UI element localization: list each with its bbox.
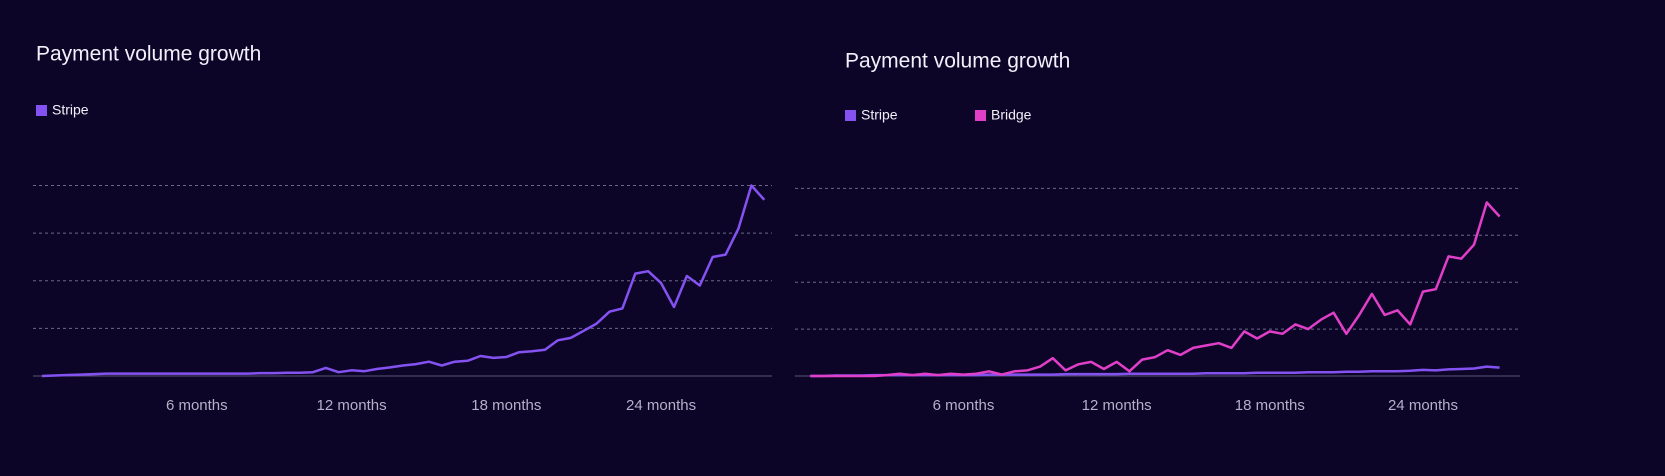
legend-swatch	[975, 110, 986, 121]
x-tick-label: 18 months	[471, 397, 541, 414]
x-tick-label: 24 months	[1388, 397, 1458, 414]
chart-title: Payment volume growth	[36, 43, 261, 66]
legend-label: Stripe	[52, 102, 89, 118]
series-line	[41, 184, 766, 378]
x-tick-label: 6 months	[933, 397, 995, 414]
series-line	[810, 365, 1500, 378]
chart-title: Payment volume growth	[845, 50, 1070, 73]
x-tick-label: 6 months	[166, 397, 228, 414]
x-tick-label: 24 months	[626, 397, 696, 414]
legend-swatch	[36, 105, 47, 116]
x-tick-label: 12 months	[317, 397, 387, 414]
x-tick-label: 18 months	[1235, 397, 1305, 414]
legend-label: Bridge	[991, 107, 1032, 123]
x-tick-label: 12 months	[1082, 397, 1152, 414]
series-line	[810, 201, 1501, 378]
legend-label: Stripe	[861, 107, 898, 123]
legend-swatch	[845, 110, 856, 121]
